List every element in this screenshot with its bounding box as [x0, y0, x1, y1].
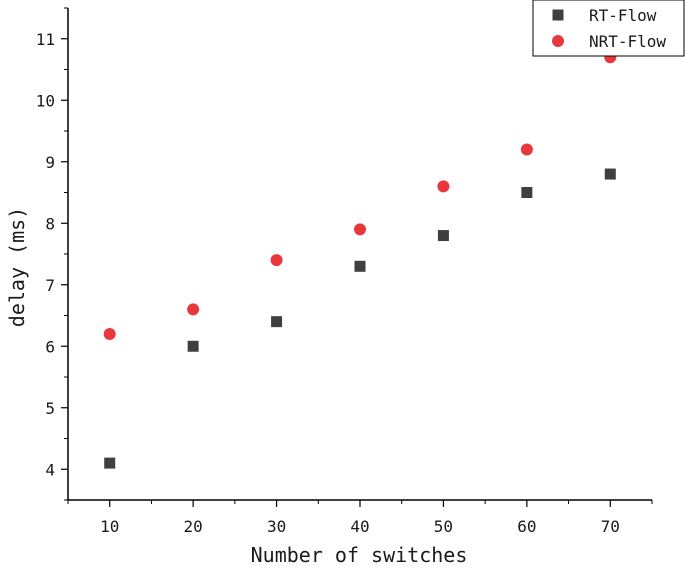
legend-marker — [552, 9, 564, 21]
series-nrt-flow — [103, 51, 617, 340]
y-tick-label: 8 — [45, 214, 55, 233]
y-tick-label: 11 — [36, 30, 55, 49]
data-point — [103, 327, 116, 340]
axes — [67, 8, 652, 501]
legend-marker — [552, 35, 564, 47]
x-tick-label: 20 — [184, 517, 203, 536]
y-tick-label: 10 — [36, 91, 55, 110]
x-tick-label: 10 — [100, 517, 119, 536]
y-tick-label: 4 — [45, 460, 55, 479]
y-tick-label: 5 — [45, 399, 55, 418]
data-point — [521, 187, 533, 198]
data-point — [271, 316, 283, 328]
data-point — [187, 340, 199, 352]
data-point — [270, 254, 283, 267]
data-point — [520, 143, 533, 156]
data-point — [437, 180, 450, 193]
y-tick-label: 9 — [45, 153, 55, 172]
x-tick-label: 30 — [267, 517, 286, 536]
legend-label: NRT-Flow — [589, 32, 666, 51]
data-point — [354, 260, 366, 272]
legend-label: RT-Flow — [589, 6, 657, 25]
data-points — [103, 51, 617, 469]
x-tick-label: 50 — [434, 517, 453, 536]
legend: RT-Flow NRT-Flow — [532, 0, 685, 57]
y-axis-title: delay (ms) — [5, 207, 29, 327]
data-point — [187, 303, 200, 316]
data-point — [437, 230, 449, 242]
series-rt-flow — [104, 168, 616, 469]
ticks: 10 20 30 40 50 60 70 4 5 6 7 8 9 10 11 — [36, 7, 653, 536]
data-point — [604, 168, 616, 180]
x-axis-title: Number of switches — [251, 543, 468, 567]
y-tick-label: 6 — [45, 337, 55, 356]
x-tick-label: 40 — [350, 517, 369, 536]
x-tick-label: 70 — [601, 517, 620, 536]
x-tick-label: 60 — [517, 517, 536, 536]
data-point — [354, 223, 366, 236]
y-tick-label: 7 — [45, 276, 55, 295]
data-point — [104, 457, 116, 469]
